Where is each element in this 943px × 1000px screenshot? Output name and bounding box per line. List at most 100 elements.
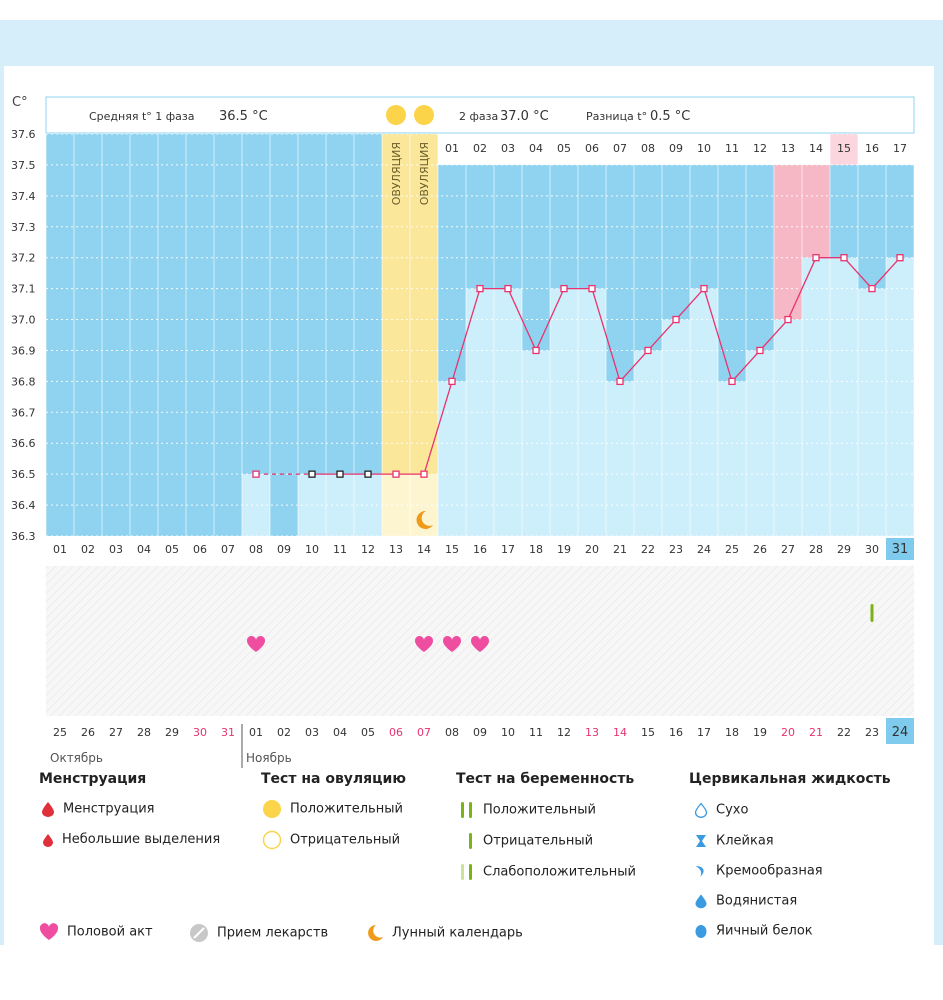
temp-bar bbox=[746, 350, 774, 536]
x-cycle-day-label: 21 bbox=[613, 543, 627, 556]
date-label: 28 bbox=[137, 726, 151, 739]
phase2-day-label: 01 bbox=[445, 142, 459, 155]
temp-line-segment bbox=[647, 319, 677, 351]
legend-label: Положительный bbox=[483, 802, 596, 818]
date-label: 13 bbox=[585, 726, 599, 739]
temp-line-segment bbox=[675, 288, 705, 320]
chart-frame: C° 37.6 37.5 37.4 37.3 37.2 37.1 37.0 36.9 36.8 36… bbox=[0, 20, 943, 958]
temp-line-segment bbox=[787, 257, 817, 320]
temp-point bbox=[616, 377, 624, 386]
day-column-bg bbox=[326, 134, 354, 536]
temp-line-segment bbox=[731, 350, 761, 382]
x-cycle-day-label: 10 bbox=[305, 543, 319, 556]
legend-label: Водянистая bbox=[716, 893, 798, 909]
phase2-day-label: 07 bbox=[613, 142, 627, 155]
egg-white-icon bbox=[695, 925, 707, 938]
stat-diff-label: Разница t° bbox=[586, 110, 647, 123]
intercourse-heart bbox=[442, 635, 462, 652]
x-cycle-day-label: 18 bbox=[529, 543, 543, 556]
x-cycle-day-label: 20 bbox=[585, 543, 599, 556]
phase2-day-label: 17 bbox=[893, 142, 907, 155]
moon-icon bbox=[416, 510, 433, 529]
temp-line-segment bbox=[535, 288, 565, 351]
temp-point bbox=[308, 470, 316, 478]
ovulation-negative-icon bbox=[262, 830, 282, 850]
phase2-day-label: 10 bbox=[697, 142, 711, 155]
legend-label: Кремообразная bbox=[716, 863, 823, 879]
temp-point bbox=[420, 470, 428, 478]
phase2-day-label: 16 bbox=[865, 142, 879, 155]
phase2-day-label: 13 bbox=[781, 142, 795, 155]
legend-label: Менструация bbox=[63, 801, 155, 817]
temp-bar bbox=[550, 288, 578, 536]
x-cycle-day-label: 31 bbox=[892, 542, 909, 557]
day-column-bg bbox=[186, 134, 214, 536]
month-label-october: Октябрь bbox=[50, 751, 103, 765]
pregnancy-positive-icon bbox=[461, 802, 472, 818]
date-label: 27 bbox=[109, 726, 123, 739]
date-label: 18 bbox=[725, 726, 739, 739]
date-label: 16 bbox=[669, 726, 683, 739]
x-cycle-day-label: 23 bbox=[669, 543, 683, 556]
phase2-day-highlight bbox=[802, 134, 830, 165]
heart-icon bbox=[39, 923, 59, 940]
stats-header bbox=[45, 96, 915, 134]
x-cycle-day-label: 14 bbox=[417, 543, 431, 556]
day-column-bg bbox=[354, 134, 382, 536]
date-label: 02 bbox=[277, 726, 291, 739]
date-label: 07 bbox=[417, 726, 431, 739]
x-cycle-day-label: 15 bbox=[445, 543, 459, 556]
legend-item-intercourse: Половой акт bbox=[39, 923, 153, 941]
legend-item-dry: Сухо bbox=[694, 802, 748, 818]
y-axis-label: C° bbox=[12, 95, 28, 110]
y-tick-label: 37.5 bbox=[11, 159, 36, 172]
day-column-bg bbox=[242, 134, 270, 536]
phase2-day-label: 12 bbox=[753, 142, 767, 155]
x-cycle-day-label: 06 bbox=[193, 543, 207, 556]
temp-point bbox=[644, 346, 652, 355]
temp-point bbox=[476, 284, 484, 293]
y-tick-label: 36.5 bbox=[11, 468, 36, 481]
date-label: 29 bbox=[165, 726, 179, 739]
month-label-november: Ноябрь bbox=[246, 751, 292, 765]
legend-cervical-title: Цервикальная жидкость bbox=[689, 771, 891, 787]
x-cycle-day-label: 11 bbox=[333, 543, 347, 556]
temp-line-segment bbox=[451, 288, 481, 382]
day-column-bg bbox=[46, 134, 74, 536]
y-tick-label: 37.6 bbox=[11, 128, 36, 141]
date-label: 24 bbox=[892, 725, 909, 740]
temp-point bbox=[784, 315, 792, 324]
legend-item-moon: Лунный календарь bbox=[364, 923, 523, 943]
phase2-day-label: 02 bbox=[473, 142, 487, 155]
chart-panel: C° 37.6 37.5 37.4 37.3 37.2 37.1 37.0 36.9 36.8 36… bbox=[4, 66, 934, 958]
legend-menstruation-title: Менструация bbox=[39, 771, 147, 787]
moon-icon bbox=[368, 925, 383, 941]
date-label: 14 bbox=[613, 726, 627, 739]
intercourse-heart bbox=[470, 635, 490, 652]
temp-point bbox=[336, 470, 344, 478]
dry-drop-icon bbox=[694, 802, 708, 818]
x-cycle-day-label: 05 bbox=[165, 543, 179, 556]
day-column-bg bbox=[130, 134, 158, 536]
legend-label: Отрицательный bbox=[483, 833, 594, 849]
date-label: 25 bbox=[53, 726, 67, 739]
temp-line-segment bbox=[759, 319, 789, 351]
phase2-day-label: 08 bbox=[641, 142, 655, 155]
ovulation-label: ОВУЛЯЦИЯ bbox=[418, 142, 431, 205]
x-cycle-day-label: 12 bbox=[361, 543, 375, 556]
temp-point bbox=[700, 284, 708, 293]
legend-label: Половой акт bbox=[67, 924, 153, 940]
temp-point bbox=[448, 377, 456, 386]
x-cycle-day-label: 13 bbox=[389, 543, 403, 556]
date-label: 09 bbox=[473, 726, 487, 739]
intercourse-heart bbox=[414, 635, 434, 652]
intercourse-heart bbox=[246, 635, 266, 652]
legend-item-spotting: Небольшие выделения bbox=[42, 832, 220, 847]
x-cycle-day-label: 19 bbox=[557, 543, 571, 556]
legend-label: Сухо bbox=[716, 802, 749, 818]
blood-drop-icon bbox=[42, 802, 54, 817]
x-cycle-day-label: 30 bbox=[865, 543, 879, 556]
date-label: 22 bbox=[837, 726, 851, 739]
y-tick-label: 37.2 bbox=[11, 252, 36, 265]
stat-phase1-value: 36.5 °C bbox=[219, 109, 268, 124]
